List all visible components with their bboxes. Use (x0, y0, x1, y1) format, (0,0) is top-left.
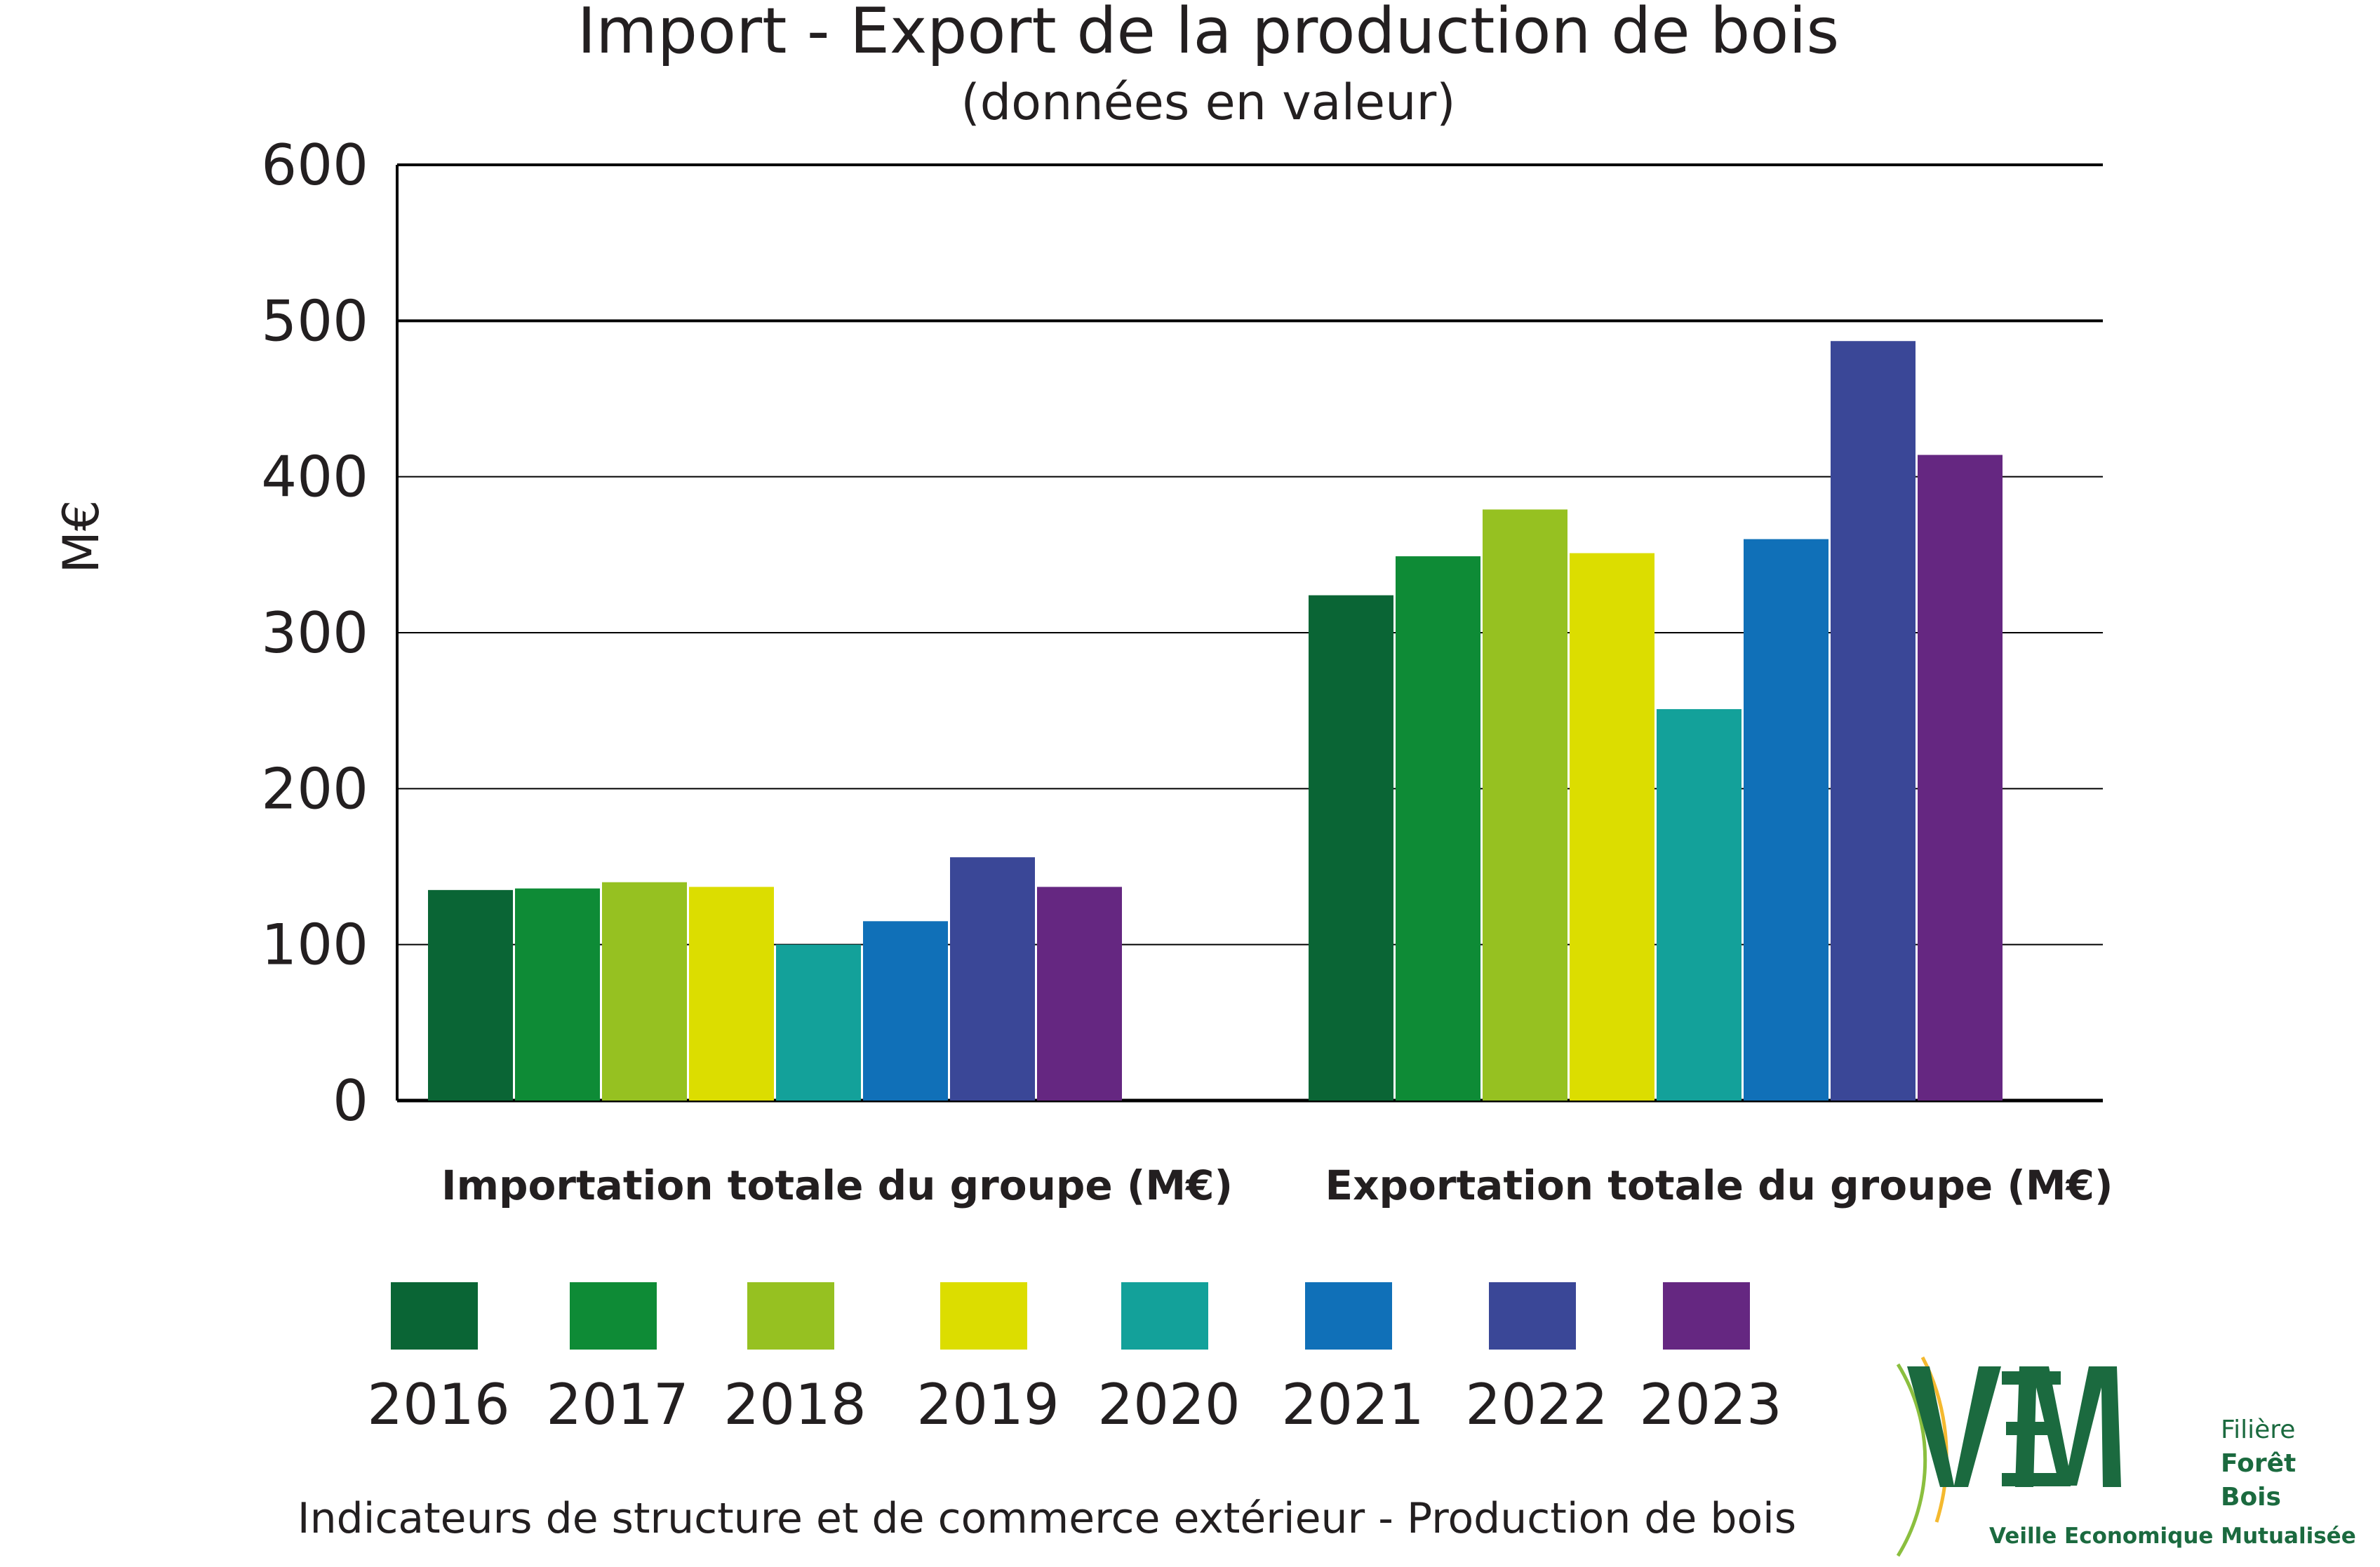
x-category-label: Exportation totale du groupe (M€) (1325, 1162, 2113, 1209)
legend-label-2019: 2019 (916, 1372, 1059, 1437)
y-tick-label: 400 (261, 445, 368, 510)
footer-text: Indicateurs de structure et de commerce … (298, 1494, 1796, 1543)
y-tick-label: 100 (261, 913, 368, 978)
bar-2021-import (863, 921, 948, 1101)
logo-line2: Forêt (2221, 1449, 2296, 1478)
bar-2018-import (602, 882, 687, 1101)
bar-2018-export (1483, 509, 1567, 1101)
legend-swatch-2022 (1489, 1282, 1576, 1350)
y-tick-label: 500 (261, 288, 368, 354)
bar-2021-export (1744, 539, 1829, 1101)
bar-2023-import (1037, 887, 1122, 1101)
bar-2016-import (428, 889, 513, 1101)
legend-label-2023: 2023 (1639, 1372, 1782, 1437)
bar-2022-import (950, 857, 1035, 1101)
bar-2016-export (1309, 595, 1393, 1101)
legend-swatch-2017 (570, 1282, 657, 1350)
bar-2017-export (1396, 556, 1480, 1101)
legend-label-2017: 2017 (546, 1372, 689, 1437)
legend-label-2020: 2020 (1097, 1372, 1241, 1437)
bar-2017-import (515, 888, 600, 1101)
y-tick-label: 200 (261, 756, 368, 821)
y-tick-label: 300 (261, 600, 368, 666)
legend-swatch-2023 (1663, 1282, 1750, 1350)
legend-swatch-2020 (1121, 1282, 1208, 1350)
legend-swatch-2018 (747, 1282, 834, 1350)
logo-tagline: Veille Economique Mutualisée (1989, 1524, 2356, 1549)
logo-line3: Bois (2221, 1483, 2281, 1512)
y-axis-label: M€ (53, 500, 110, 574)
y-tick-label: 600 (261, 133, 368, 198)
chart-title: Import - Export de la production de bois (577, 0, 1840, 68)
legend-swatch-2016 (391, 1282, 478, 1350)
bar-2019-import (689, 887, 774, 1101)
logo-line1: Filière (2221, 1415, 2295, 1444)
x-category-label: Importation totale du groupe (M€) (441, 1162, 1233, 1209)
bar-2023-export (1918, 455, 2003, 1101)
bar-2019-export (1570, 553, 1654, 1101)
legend-swatch-2019 (940, 1282, 1027, 1350)
y-tick-label: 0 (333, 1068, 368, 1134)
legend-label-2022: 2022 (1465, 1372, 1608, 1437)
legend-label-2021: 2021 (1281, 1372, 1424, 1437)
chart-subtitle: (données en valeur) (961, 74, 1455, 131)
bar-2020-export (1657, 708, 1741, 1101)
legend-swatch-2021 (1305, 1282, 1392, 1350)
legend-label-2016: 2016 (367, 1372, 510, 1437)
bar-2022-export (1831, 341, 1916, 1101)
legend-label-2018: 2018 (723, 1372, 867, 1437)
bar-2020-import (776, 944, 861, 1101)
vem-logo: Filière Forêt Bois Veille Economique Mut… (1896, 1356, 2356, 1557)
